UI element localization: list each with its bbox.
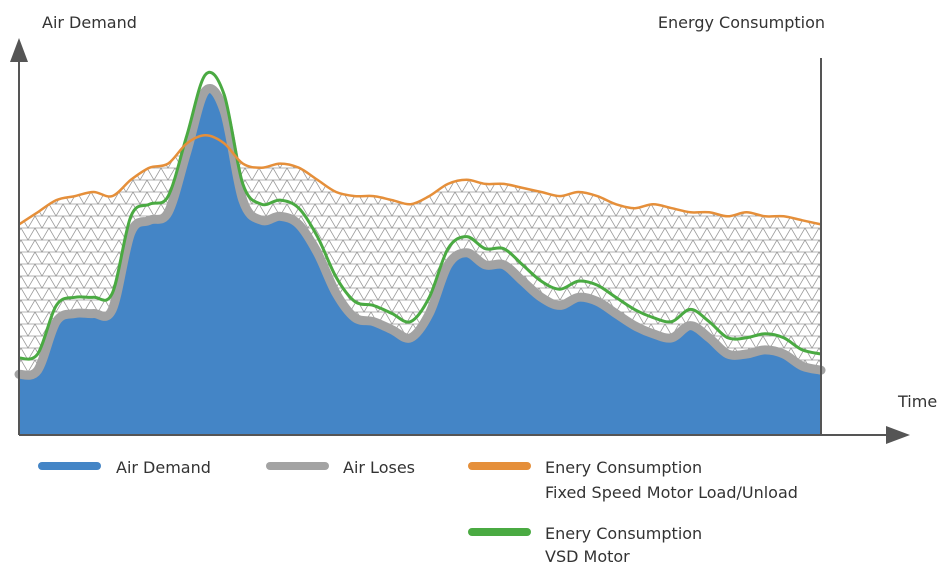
legend-label-vsd-line2: VSD Motor [545, 547, 630, 564]
legend-item-air-loses: Air Loses [266, 458, 415, 477]
legend-swatch-vsd [468, 528, 531, 536]
legend-swatch-air-loses [266, 462, 329, 470]
legend-swatch-fixed-speed [468, 462, 531, 470]
fixed-speed-line [18, 134, 822, 226]
legend-label-fixed-speed-line2: Fixed Speed Motor Load/Unload [545, 483, 798, 502]
legend-label-fixed-speed-line1: Enery Consumption [545, 458, 702, 477]
legend-label-air-demand: Air Demand [116, 458, 211, 477]
legend-item-air-demand: Air Demand [38, 458, 211, 477]
legend-label-air-loses: Air Loses [343, 458, 415, 477]
right-axis-label: Energy Consumption [658, 13, 825, 32]
x-axis-arrow-icon [886, 426, 910, 444]
x-axis-label: Time [897, 392, 937, 411]
air-loses-line [14, 84, 826, 380]
legend-label-vsd-line1: Enery Consumption [545, 524, 702, 543]
legend: Air Demand Air Loses Enery Consumption F… [38, 458, 798, 564]
legend-item-vsd: Enery Consumption VSD Motor [468, 524, 702, 564]
left-axis-label: Air Demand [42, 13, 137, 32]
vsd-motor-line [18, 70, 822, 361]
y-axis-arrow-icon [10, 38, 28, 62]
legend-swatch-air-demand [38, 462, 101, 470]
legend-item-fixed-speed: Enery Consumption Fixed Speed Motor Load… [468, 458, 798, 502]
air-demand-area [19, 88, 821, 435]
